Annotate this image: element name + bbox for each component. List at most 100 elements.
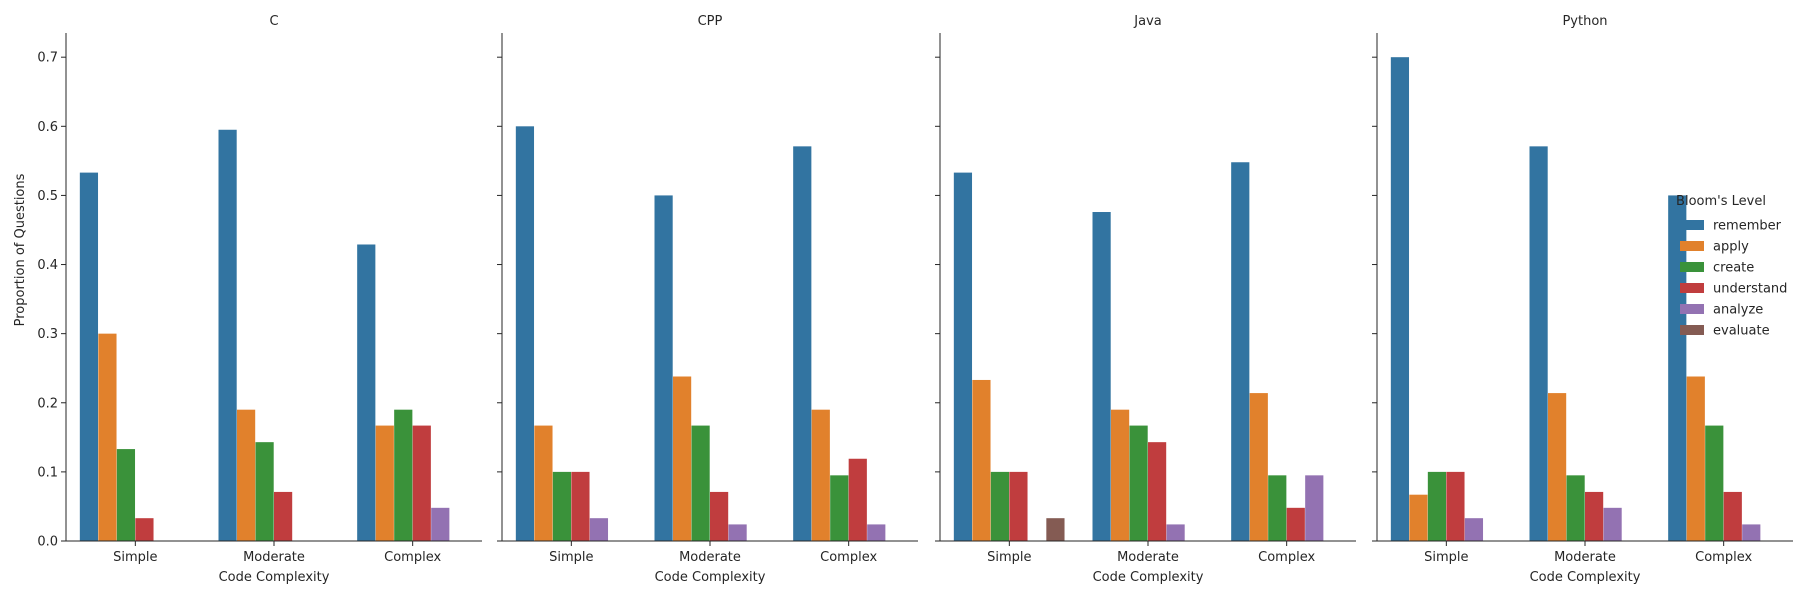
bar-understand [1009,471,1028,541]
bar-analyze [431,507,450,541]
panel-java: Java Simple Moderate Complex Code Complexity [935,14,1356,585]
bar-understand [571,471,590,541]
y-tick-label: 0.7 [37,51,58,66]
bar-apply [1249,393,1268,541]
bar-evaluate [1046,518,1065,541]
bar-analyze [1603,507,1622,541]
bar-create [1268,475,1287,541]
bar-remember [1092,212,1111,541]
y-tick-label: 0.6 [37,120,58,135]
legend-label-analyze: analyze [1713,303,1763,318]
panel-title: C [269,14,278,29]
bar-apply [673,376,692,541]
legend-swatch-apply [1680,241,1704,251]
bar-understand [1446,471,1465,541]
x-tick-label: Complex [1258,550,1315,565]
y-tick-label: 0.5 [37,189,58,204]
bar-understand [710,491,729,541]
x-tick-label: Simple [113,550,157,565]
bar-create [394,409,413,541]
bar-apply [972,379,991,541]
x-tick-label: Moderate [243,550,305,565]
bar-remember [1390,57,1410,541]
legend-label-understand: understand [1713,282,1787,297]
legend-label-evaluate: evaluate [1713,324,1770,339]
bar-create [1129,425,1148,541]
y-axis-label: Proportion of Questions [13,173,28,326]
panel-cpp: CPP Simple Moderate Complex Code Complexity [497,14,918,585]
bar-analyze [1742,524,1761,541]
legend-swatch-remember [1680,220,1704,230]
bar-analyze [1305,475,1324,541]
x-axis-label: Code Complexity [219,570,330,585]
x-tick-label: Moderate [1117,550,1179,565]
legend-title: Bloom's Level [1676,194,1766,209]
bar-understand [412,425,431,541]
bar-apply [534,425,553,541]
bar-remember [1231,162,1250,541]
bar-create [1705,425,1724,541]
y-tick-label: 0.3 [37,327,58,342]
bar-create [1427,471,1447,541]
bar-remember [793,146,812,541]
bar-remember [357,244,376,542]
legend-swatch-evaluate [1680,325,1704,335]
bar-analyze [1464,518,1484,541]
legend-swatch-create [1680,262,1704,272]
bar-remember [1529,146,1548,541]
x-tick-label: Simple [987,550,1031,565]
bar-understand [1148,442,1167,541]
panel-title: Python [1562,14,1607,29]
legend-swatch-analyze [1680,304,1704,314]
bar-analyze [728,524,747,541]
bar-apply [1409,494,1428,541]
x-axis-label: Code Complexity [1530,570,1641,585]
bar-remember [79,172,99,542]
x-axis-label: Code Complexity [655,570,766,585]
bar-create [1566,475,1585,541]
bar-understand [135,518,154,541]
bar-analyze [589,518,609,541]
x-tick-label: Simple [1424,550,1468,565]
bar-create [552,471,572,541]
y-tick-label: 0.2 [37,396,58,411]
panel-title: Java [1133,14,1161,29]
bar-apply [1686,376,1705,541]
bar-apply [1548,393,1567,541]
bar-analyze [867,524,886,541]
bar-understand [1286,507,1305,541]
x-axis-label: Code Complexity [1093,570,1204,585]
x-tick-label: Complex [820,550,877,565]
x-tick-label: Moderate [1554,550,1616,565]
x-tick-label: Complex [1695,550,1752,565]
legend-swatch-understand [1680,283,1704,293]
legend-label-apply: apply [1713,240,1749,255]
panel-title: CPP [698,14,723,29]
bar-apply [375,425,394,541]
bar-remember [953,172,973,542]
legend-label-remember: remember [1713,219,1782,234]
bar-understand [1723,491,1742,541]
y-tick-label: 0.1 [37,465,58,480]
bar-apply [98,333,117,541]
y-tick-label: 0.0 [37,535,58,550]
bar-create [990,471,1010,541]
bar-apply [811,409,830,541]
panel-c: C 0.0 0.1 0.2 0.3 0.4 0.5 0.6 0.7 Simple Moderate C… [37,14,482,585]
bar-understand [1585,491,1604,541]
bar-analyze [1166,524,1185,541]
bar-understand [848,458,867,541]
bar-remember [515,126,535,541]
legend: Bloom's Level remember apply create underst… [1676,194,1787,339]
bar-apply [1111,409,1130,541]
x-tick-label: Simple [549,550,593,565]
x-tick-label: Moderate [679,550,741,565]
bar-apply [237,409,256,541]
bar-remember [1668,195,1687,542]
bar-remember [218,129,237,541]
x-tick-label: Complex [384,550,441,565]
bar-create [255,442,274,541]
bar-create [691,425,710,541]
